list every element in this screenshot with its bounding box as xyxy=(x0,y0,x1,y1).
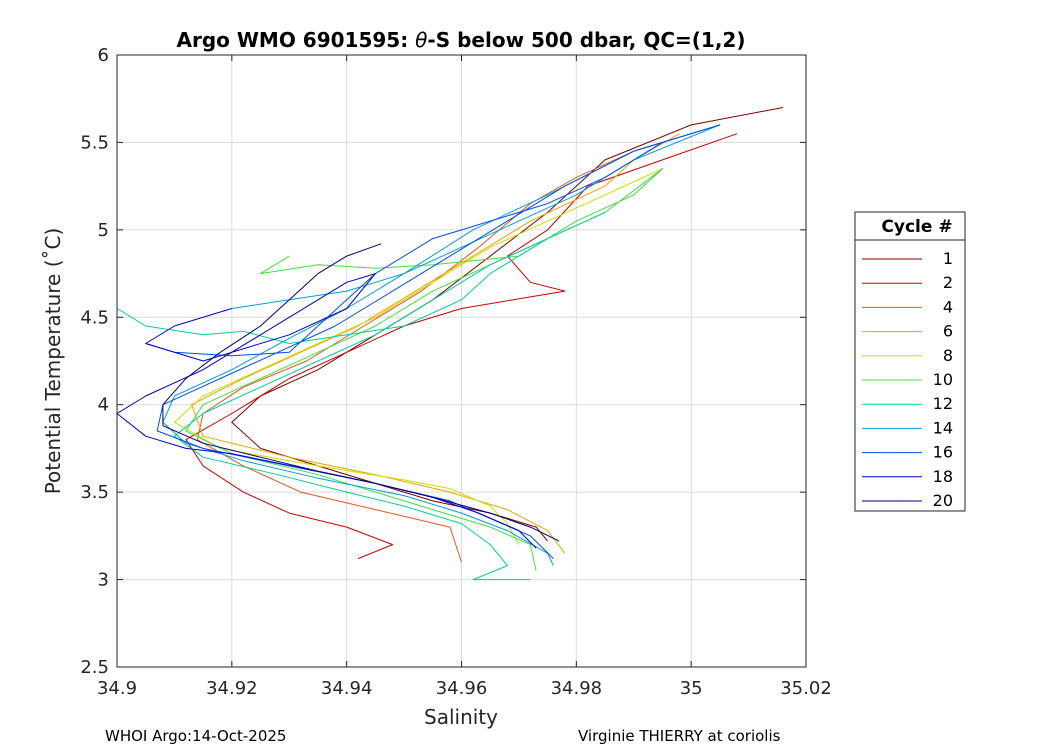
chart-title-suffix: -S below 500 dbar, QC=(1,2) xyxy=(427,28,745,52)
footer-right: Virginie THIERRY at coriolis xyxy=(578,727,781,745)
chart-title-theta: θ xyxy=(415,28,427,52)
y-ticks: 2.5 3 3.5 4 4.5 5 5.5 6 xyxy=(80,45,806,678)
y-tick-label: 2.5 xyxy=(80,657,109,678)
y-tick-label: 4.5 xyxy=(80,307,109,328)
series-lines xyxy=(116,107,784,581)
y-tick-label: 5 xyxy=(98,220,109,241)
legend-label-cycle-2: 2 xyxy=(943,273,953,292)
x-tick-label: 35 xyxy=(680,678,703,699)
series-line-cycle-8 xyxy=(173,168,663,545)
legend-label-cycle-20: 20 xyxy=(933,491,953,510)
x-tick-label: 34.98 xyxy=(551,678,603,699)
series-line-cycle-10 xyxy=(185,168,663,571)
x-tick-label: 34.9 xyxy=(97,678,137,699)
chart-title-prefix: Argo WMO 6901595: xyxy=(177,28,416,52)
x-tick-label: 34.94 xyxy=(321,678,373,699)
legend-label-cycle-1: 1 xyxy=(943,249,953,268)
y-tick-label: 3.5 xyxy=(80,482,109,503)
y-tick-label: 5.5 xyxy=(80,132,109,153)
series-line-cycle-2 xyxy=(185,133,738,560)
y-tick-label: 6 xyxy=(98,45,109,66)
legend-label-cycle-14: 14 xyxy=(933,418,953,437)
legend-label-cycle-6: 6 xyxy=(943,322,953,341)
y-tick-label: 4 xyxy=(98,395,109,416)
legend-label-cycle-12: 12 xyxy=(933,394,953,413)
legend-box xyxy=(854,211,966,512)
y-tick-label: 3 xyxy=(98,570,109,591)
series-line-cycle-12 xyxy=(116,211,606,581)
series-line-cycle-16 xyxy=(145,124,721,559)
series-line-cycle-4 xyxy=(196,133,692,563)
legend-label-cycle-18: 18 xyxy=(933,467,953,486)
legend-label-cycle-10: 10 xyxy=(933,370,953,389)
series-line-cycle-6 xyxy=(191,133,680,554)
legend-label-cycle-8: 8 xyxy=(943,346,953,365)
x-axis-label: Salinity xyxy=(424,705,498,729)
y-axis-label: Potential Temperature (˚C) xyxy=(41,228,65,495)
legend-label-cycle-16: 16 xyxy=(933,443,953,462)
footer-left: WHOI Argo:14-Oct-2025 xyxy=(105,727,286,745)
x-tick-label: 34.92 xyxy=(206,678,258,699)
x-ticks: 34.9 34.92 34.94 34.96 34.98 35 35.02 xyxy=(97,55,832,699)
x-tick-label: 34.96 xyxy=(436,678,488,699)
legend-title: Cycle # xyxy=(881,217,952,237)
x-tick-label: 35.02 xyxy=(780,678,832,699)
series-line-cycle-20 xyxy=(162,243,560,542)
legend-label-cycle-4: 4 xyxy=(943,297,953,316)
chart-title: Argo WMO 6901595: θ-S below 500 dbar, QC… xyxy=(177,28,746,52)
